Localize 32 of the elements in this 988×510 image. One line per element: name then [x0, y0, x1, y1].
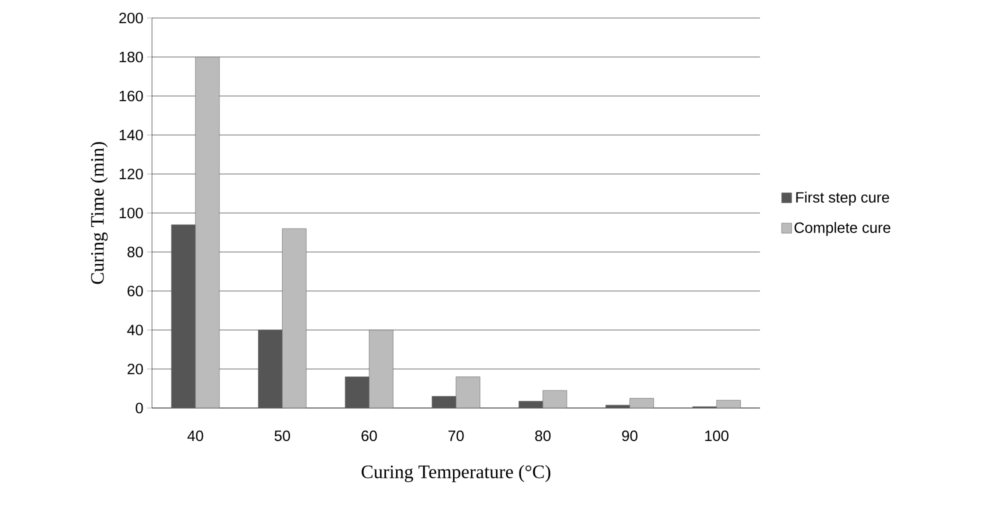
legend-label: First step cure: [796, 192, 890, 206]
y-tick-label: 20: [128, 364, 143, 374]
y-tick-label: 40: [127, 324, 143, 336]
bar: [456, 376, 480, 408]
bar: [344, 376, 370, 408]
bar: [171, 224, 196, 408]
bar: [258, 330, 282, 408]
bar: [282, 228, 306, 408]
y-tick-label: 60: [128, 286, 143, 296]
x-tick-label: 40: [187, 430, 204, 442]
x-tick-label: 60: [362, 430, 377, 442]
x-tick-label: 70: [448, 430, 464, 442]
bar: [368, 330, 394, 408]
x-tick-label: 100: [705, 430, 728, 442]
y-tick-label: 200: [119, 12, 143, 24]
y-tick-label: 100: [120, 208, 143, 218]
y-tick-label: 0: [136, 402, 143, 414]
x-tick-label: 80: [535, 430, 551, 442]
bar: [432, 396, 456, 408]
bar: [630, 398, 654, 408]
legend-label: Complete cure: [794, 222, 890, 236]
bar: [542, 390, 568, 408]
x-tick-label: 90: [622, 430, 638, 442]
y-tick-label: 160: [120, 90, 143, 102]
y-tick-label: 80: [128, 246, 143, 258]
y-axis-title: Curing Time (min): [90, 142, 108, 284]
bar: [195, 56, 220, 408]
y-tick-label: 120: [120, 168, 143, 180]
x-tick-label: 50: [274, 430, 290, 442]
x-axis-title: Curing Temperature (°C): [362, 464, 550, 482]
y-tick-label: 180: [120, 52, 143, 62]
y-tick-label: 140: [120, 130, 143, 140]
